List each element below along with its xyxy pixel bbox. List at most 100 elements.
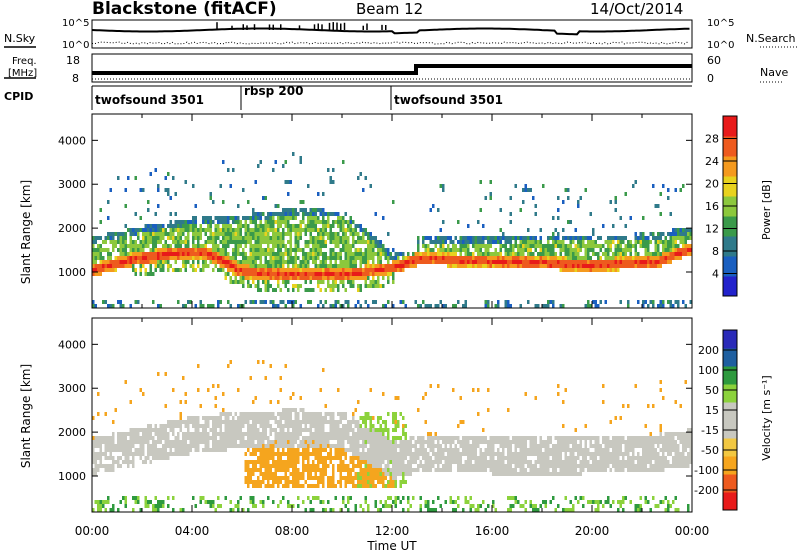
- power-cell: [292, 276, 295, 280]
- velocity-cell: [129, 440, 132, 444]
- velocity-cell: [382, 440, 385, 444]
- power-cell: [337, 284, 340, 288]
- power-cell: [212, 260, 215, 264]
- velocity-cell: [217, 416, 220, 420]
- power-cell: [669, 252, 672, 256]
- velocity-cell: [319, 416, 322, 420]
- velocity-cell: [339, 472, 342, 476]
- power-cell: [444, 304, 447, 308]
- velocity-cell: [334, 452, 337, 456]
- power-cell: [359, 252, 362, 256]
- power-cell: [182, 252, 185, 256]
- velocity-cell: [102, 500, 105, 504]
- velocity-cell: [259, 464, 262, 468]
- power-cell: [162, 268, 165, 272]
- velocity-cell: [104, 452, 107, 456]
- power-cell: [124, 260, 127, 264]
- power-cell: [184, 268, 187, 272]
- power-cell: [287, 260, 290, 264]
- velocity-cell: [252, 460, 255, 464]
- velocity-cell: [329, 448, 332, 452]
- power-cell: [504, 252, 507, 256]
- power-cell: [604, 240, 607, 244]
- velocity-cell: [212, 424, 215, 428]
- velocity-cell: [179, 412, 182, 416]
- power-cell: [169, 196, 172, 200]
- velocity-cell: [334, 424, 337, 428]
- velocity-cell: [467, 456, 470, 460]
- velocity-cell: [399, 456, 402, 460]
- power-cell: [124, 224, 127, 228]
- velocity-cell: [227, 364, 230, 368]
- power-cell: [274, 204, 277, 208]
- velocity-cell: [362, 436, 365, 440]
- power-cell: [472, 252, 475, 256]
- velocity-cell: [172, 428, 175, 432]
- velocity-cell: [139, 440, 142, 444]
- power-cell: [254, 244, 257, 248]
- power-cell: [269, 300, 272, 304]
- power-cell: [334, 240, 337, 244]
- velocity-cell: [314, 428, 317, 432]
- power-cell: [547, 248, 550, 252]
- power-cell: [667, 252, 670, 256]
- velocity-cell: [277, 476, 280, 480]
- velocity-cell: [147, 424, 150, 428]
- velocity-cell: [479, 504, 482, 508]
- power-cell: [327, 280, 330, 284]
- power-cell: [352, 272, 355, 276]
- velocity-cell: [222, 448, 225, 452]
- power-cell: [559, 268, 562, 272]
- power-cell: [192, 184, 195, 188]
- velocity-cell: [312, 468, 315, 472]
- power-cell: [334, 264, 337, 268]
- velocity-cell: [247, 448, 250, 452]
- velocity-cell: [99, 452, 102, 456]
- power-cell: [234, 264, 237, 268]
- power-cell: [304, 272, 307, 276]
- power-cell: [302, 228, 305, 232]
- power-cell: [614, 264, 617, 268]
- power-cell: [144, 232, 147, 236]
- velocity-cell: [257, 436, 260, 440]
- power-cell: [454, 256, 457, 260]
- power-cell: [159, 236, 162, 240]
- velocity-cell: [384, 472, 387, 476]
- power-cell: [539, 228, 542, 232]
- power-cell: [422, 240, 425, 244]
- velocity-cell: [112, 464, 115, 468]
- velocity-cell: [382, 428, 385, 432]
- power-cell: [657, 244, 660, 248]
- power-cell: [404, 260, 407, 264]
- velocity-cell: [229, 424, 232, 428]
- velocity-cell: [254, 396, 257, 400]
- power-cell: [252, 264, 255, 268]
- power-cell: [322, 260, 325, 264]
- power-cell: [139, 216, 142, 220]
- velocity-cell: [349, 444, 352, 448]
- power-cell: [349, 224, 352, 228]
- power-cell: [187, 260, 190, 264]
- velocity-cell: [254, 436, 257, 440]
- power-cell: [419, 256, 422, 260]
- power-cell: [162, 228, 165, 232]
- velocity-cell: [199, 500, 202, 504]
- velocity-cell: [514, 468, 517, 472]
- power-cell: [174, 252, 177, 256]
- velocity-cell: [204, 436, 207, 440]
- velocity-cell: [374, 476, 377, 480]
- power-cell: [312, 216, 315, 220]
- power-cell: [674, 300, 677, 304]
- velocity-cell: [107, 464, 110, 468]
- power-cell: [654, 248, 657, 252]
- velocity-cell: [489, 452, 492, 456]
- power-cell: [509, 260, 512, 264]
- velocity-cell: [342, 452, 345, 456]
- power-cell: [324, 288, 327, 292]
- velocity-cell: [349, 496, 352, 500]
- power-cell: [494, 248, 497, 252]
- power-cell: [174, 260, 177, 264]
- power-cell: [414, 264, 417, 268]
- velocity-cell: [117, 444, 120, 448]
- velocity-cell: [199, 404, 202, 408]
